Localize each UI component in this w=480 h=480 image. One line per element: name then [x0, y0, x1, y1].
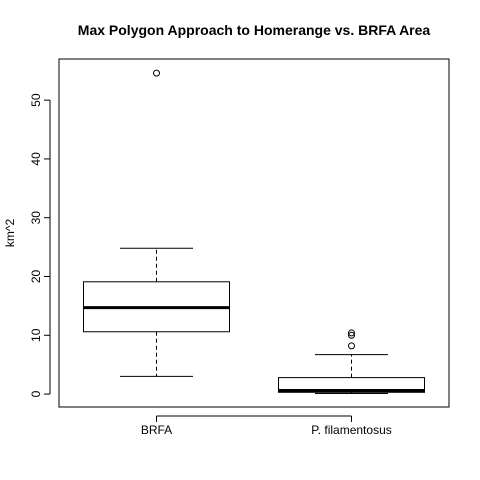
y-axis-label: km^2: [3, 219, 17, 248]
outlier-point-0: [349, 343, 355, 349]
y-axis: 0 10 20 30 40 50: [29, 93, 50, 397]
y-tick-label-10: 10: [29, 328, 43, 342]
outlier-point-0: [154, 70, 160, 76]
boxes-group: [84, 70, 425, 393]
y-tick-label-50: 50: [29, 93, 43, 107]
y-tick-label-20: 20: [29, 270, 43, 284]
plot-frame: [59, 59, 449, 407]
x-tick-label-1: P. filamentosus: [311, 423, 392, 437]
y-tick-label-0: 0: [29, 390, 43, 397]
y-tick-label-30: 30: [29, 211, 43, 225]
chart-title: Max Polygon Approach to Homerange vs. BR…: [78, 22, 431, 38]
x-tick-label-0: BRFA: [141, 423, 172, 437]
x-axis: BRFA P. filamentosus: [141, 416, 392, 437]
box-0: [84, 70, 230, 376]
box-1: [279, 330, 425, 394]
y-tick-label-40: 40: [29, 152, 43, 166]
